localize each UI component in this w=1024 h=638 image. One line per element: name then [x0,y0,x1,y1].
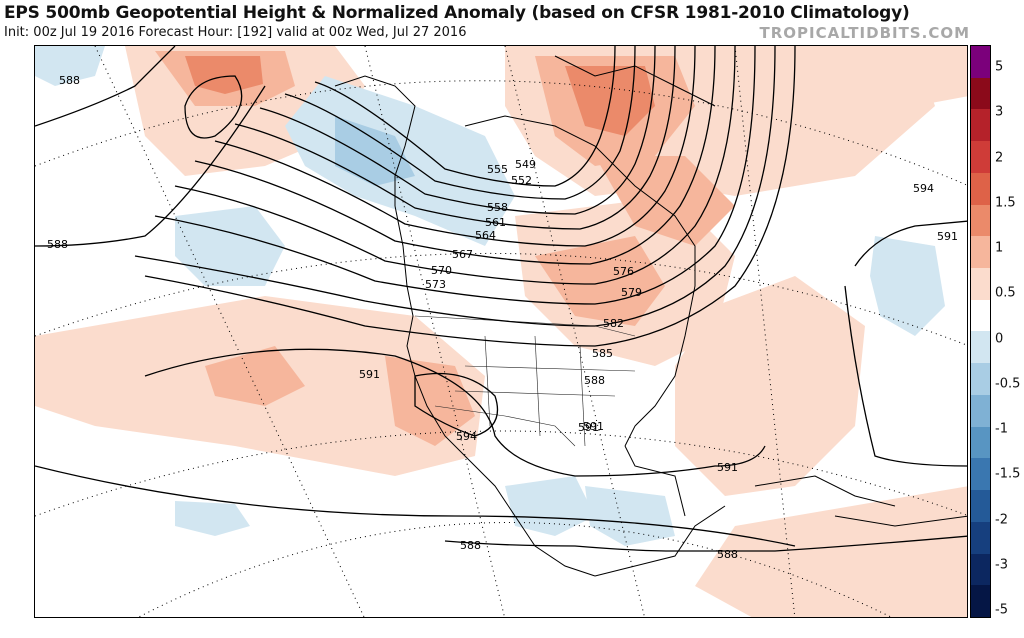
colorbar [970,45,991,618]
colorbar-swatch [971,363,990,395]
contour-label: 579 [621,286,642,299]
colorbar-swatch [971,46,990,78]
contour-label: 588 [717,548,738,561]
colorbar-label: 0.5 [995,285,1016,301]
colorbar-label: 1 [995,240,1004,256]
colorbar-swatch [971,521,990,554]
colorbar-swatch [971,490,990,522]
coastlines [334,55,967,577]
chart-title: EPS 500mb Geopotential Height & Normaliz… [4,3,910,23]
map-canvas: 588 588 588 588 591 591 591 591 594 594 … [35,46,967,617]
contour-label: 549 [515,158,536,171]
contour-label: 594 [456,430,477,443]
contour-label: 591 [583,420,604,433]
colorbar-labels: 5 3 2 1.5 1 0.5 0 -0.5 -1 -1.5 -2 -3 -5 [993,45,1023,618]
colorbar-swatch [971,109,990,142]
contour-label: 591 [937,230,958,243]
contour-label: 573 [425,278,446,291]
contour-labels: 588 588 588 588 591 591 591 591 594 594 … [47,74,958,561]
colorbar-swatch [971,268,990,300]
contour-label: 591 [717,461,738,474]
colorbar-label: -0.5 [995,376,1021,392]
colorbar-swatch [971,458,990,491]
colorbar-swatch [971,141,990,173]
contour-label: 564 [475,229,496,242]
colorbar-swatch [971,172,990,205]
contour-label: 567 [452,248,473,261]
colorbar-label: -1.5 [995,466,1021,482]
colorbar-label: 1.5 [995,195,1016,211]
map-panel: 588 588 588 588 591 591 591 591 594 594 … [34,45,968,618]
colorbar-swatch [971,236,990,269]
height-contours [35,46,967,552]
colorbar-label: 2 [995,150,1004,165]
colorbar-label: 3 [995,104,1004,120]
colorbar-swatch [971,585,990,617]
positive-anomaly-shading [35,46,967,617]
contour-label: 558 [487,201,508,214]
colorbar-label: -2 [995,512,1008,527]
colorbar-label: -1 [995,421,1008,437]
contour-label: 561 [485,216,506,229]
contour-label: 588 [47,238,68,251]
contour-label: 582 [603,317,624,330]
colorbar-swatch [971,77,990,110]
contour-label: 588 [460,539,481,552]
brand-watermark[interactable]: TROPICALTIDBITS.COM [759,24,970,42]
colorbar-swatch [971,553,990,586]
colorbar-swatch [971,426,990,459]
colorbar-label: -5 [995,602,1008,618]
contour-label: 591 [578,421,599,434]
contour-label: 552 [511,174,532,187]
contour-label: 555 [487,163,508,176]
contour-label: 588 [59,74,80,87]
contour-label: 591 [359,368,380,381]
colorbar-label: -3 [995,557,1008,573]
graticule [35,46,967,617]
colorbar-swatch [971,331,990,364]
contour-label: 570 [431,264,452,277]
contour-label: 588 [584,374,605,387]
contour-label: 585 [592,347,613,360]
colorbar-swatch [971,394,990,427]
political-boundaries [414,315,636,447]
chart-subtitle: Init: 00z Jul 19 2016 Forecast Hour: [19… [4,25,467,40]
contour-label: 576 [613,265,634,278]
colorbar-label: 0 [995,331,1004,346]
contour-label: 594 [913,182,934,195]
colorbar-swatch [971,299,990,332]
colorbar-swatch [971,204,990,237]
colorbar-label: 5 [995,59,1004,75]
